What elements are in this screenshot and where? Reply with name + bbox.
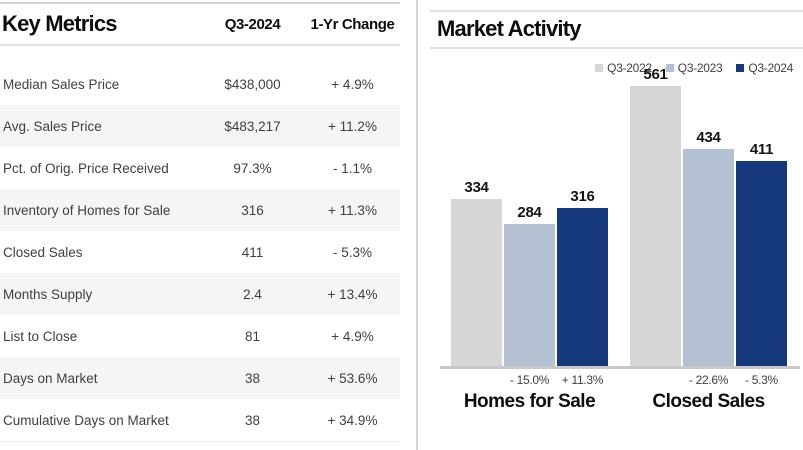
legend-label: Q3-2024 [748,61,793,75]
metric-value: $438,000 [224,76,281,92]
bar-q3-2023-homes-for-sale [504,224,555,366]
legend-swatch-icon [736,64,745,72]
key-metrics-title: Key Metrics [2,11,118,36]
table-row-avg-sales-price: Avg. Sales Price $483,217 + 11.2% [0,105,400,147]
pct-change-label: - 5.3% [745,373,778,387]
table-row-months-supply: Months Supply 2.4 + 13.4% [0,273,400,315]
legend-swatch-icon [595,64,604,72]
category-label-closed-sales: Closed Sales [652,391,765,412]
bar-value-label: 561 [643,65,668,83]
bar-q3-2022-homes-for-sale [451,199,502,366]
legend-label: Q3-2023 [677,61,723,75]
table-row-inventory-of-homes-for-sale: Inventory of Homes for Sale 316 + 11.3% [0,189,400,231]
table-row-days-on-market: Days on Market 38 + 53.6% [0,357,400,399]
panel-divider [416,0,418,450]
legend-item-q3-2024: Q3-2024 [736,61,793,75]
table-row-median-sales-price: Median Sales Price $438,000 + 4.9% [0,63,400,105]
metric-value: 97.3% [233,160,272,176]
chart-below-axis: - 15.0% + 11.3% Homes for Sale - 22.6% - 5.3… [430,369,803,413]
column-header-change: 1-Yr Change [310,15,395,33]
chart-legend: Q3-2022 Q3-2023 Q3-2024 [430,61,793,75]
table-row-cumulative-days-on-market: Cumulative Days on Market 38 + 34.9% [0,399,400,441]
market-activity-title-rule [430,47,803,49]
bar-column-q3-2024: 316 [557,188,608,366]
bar-value-label: 334 [464,179,489,196]
bar-column-q3-2022: 334 [451,179,502,366]
table-row-list-to-close: List to Close 81 + 4.9% [0,315,400,357]
bar-value-label: 316 [570,188,595,205]
legend-item-q3-2023: Q3-2023 [665,61,723,75]
key-metrics-top-rule [0,2,400,4]
key-metrics-panel: Key Metrics Q3-2024 1-Yr Change Median S… [0,0,400,442]
metric-label: Closed Sales [3,244,83,260]
bar-value-label: 411 [749,140,774,158]
table-row-closed-sales: Closed Sales 411 - 5.3% [0,231,400,273]
metric-value: 2.4 [243,286,262,302]
metric-change: - 1.1% [332,160,373,176]
metric-value: 316 [241,202,264,218]
metric-label: Avg. Sales Price [3,118,102,134]
legend-item-q3-2022: Q3-2022 [595,61,652,75]
metric-change: + 11.3% [328,202,377,218]
pct-change-label: + 11.3% [561,373,604,387]
table-row-pct-of-orig-price-received: Pct. of Orig. Price Received 97.3% - 1.1% [0,147,400,189]
bar-value-label: 434 [696,129,721,146]
bar-column-q3-2024: 411 [736,140,787,366]
pct-change-label: - 22.6% [688,373,729,387]
metric-change: + 11.2% [328,118,377,134]
bar-value-label: 284 [517,204,542,221]
metric-change: - 5.3% [332,244,373,260]
bar-column-q3-2023: 284 [504,204,555,366]
metric-label: List to Close [3,328,78,344]
chart-x-axis [440,366,800,369]
pct-change-row: - 22.6% - 5.3% [630,372,787,388]
column-header-period: Q3-2024 [224,15,281,33]
metric-label: Median Sales Price [3,76,120,92]
metric-label: Inventory of Homes for Sale [3,202,171,218]
metric-value: $483,217 [224,118,281,134]
metric-label: Cumulative Days on Market [3,412,169,428]
metric-label: Months Supply [3,286,93,302]
bar-q3-2022-closed-sales [630,85,681,366]
category-label-homes-for-sale: Homes for Sale [463,391,596,412]
metric-label: Pct. of Orig. Price Received [3,160,169,176]
bar-q3-2024-homes-for-sale [557,208,608,366]
bar-group-closed-sales: 561 434 411 [630,65,787,366]
bar-group-homes-for-sale: 334 284 316 [451,179,608,366]
legend-label: Q3-2022 [607,61,652,75]
chart-plot-area: 334 284 316 561 434 411 [430,66,803,366]
market-activity-title: Market Activity [437,16,581,41]
metric-change: + 13.4% [327,286,378,302]
market-activity-panel: Market Activity Q3-2022 Q3-2023 Q3-2024 33… [430,0,803,413]
pct-change-row: - 15.0% + 11.3% [451,372,608,388]
bar-q3-2023-closed-sales [683,149,734,366]
key-metrics-rows: Median Sales Price $438,000 + 4.9% Avg. Sal… [0,63,400,442]
metric-value: 38 [244,370,261,386]
group-footer-closed-sales: - 22.6% - 5.3% Closed Sales [630,369,787,413]
key-metrics-header: Key Metrics Q3-2024 1-Yr Change [0,4,400,46]
metric-change: + 4.9% [331,76,374,92]
bar-column-q3-2023: 434 [683,129,734,366]
metric-change: + 4.9% [331,328,374,344]
market-activity-top-rule [430,10,803,12]
group-footer-homes-for-sale: - 15.0% + 11.3% Homes for Sale [451,369,608,413]
metric-value: 411 [241,244,264,260]
pct-change-label: - 15.0% [509,373,550,387]
metric-value: 38 [244,412,261,428]
bar-q3-2024-closed-sales [736,160,787,366]
metric-value: 81 [244,328,261,344]
metric-change: + 53.6% [327,370,378,386]
legend-swatch-icon [665,64,674,72]
bar-column-q3-2022: 561 [630,65,681,366]
metric-change: + 34.9% [327,412,378,428]
metric-label: Days on Market [3,370,98,386]
